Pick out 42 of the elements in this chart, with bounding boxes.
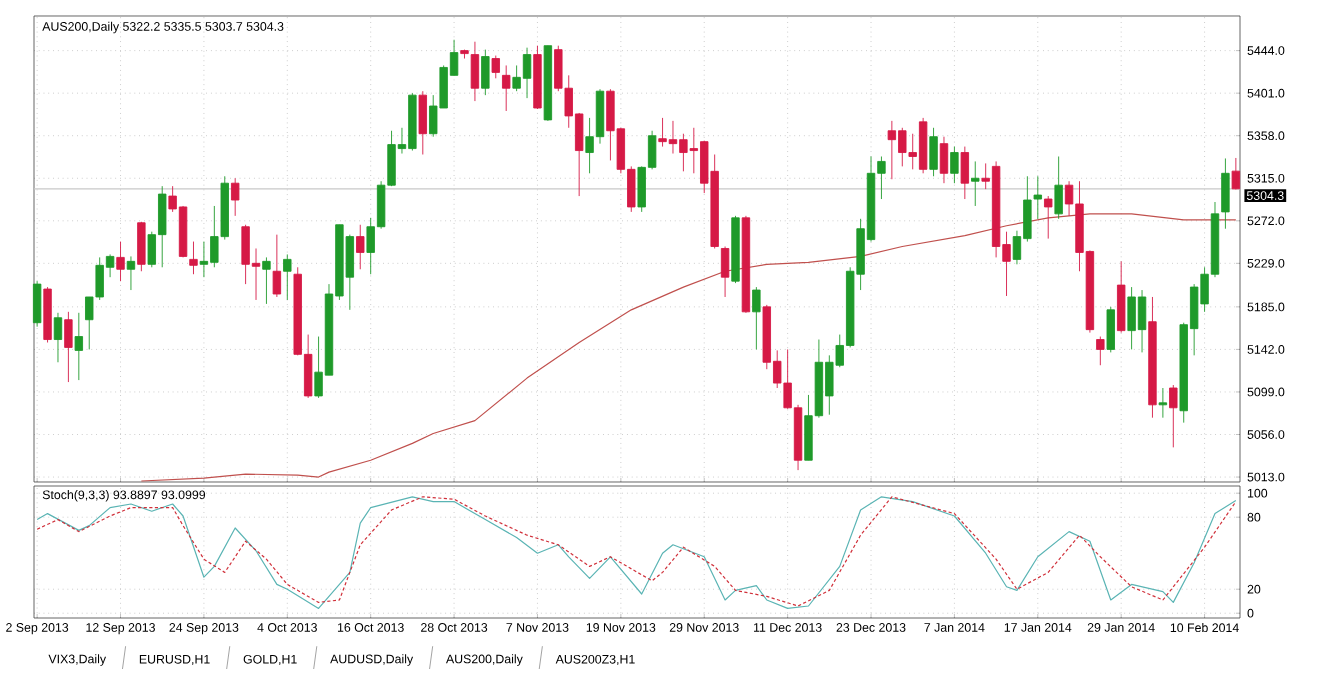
line-series: [140, 213, 1237, 482]
candlestick: [53, 312, 63, 363]
candlestick: [731, 215, 740, 284]
candlestick: [960, 146, 970, 200]
candlestick: [460, 49, 469, 59]
candlestick: [1231, 157, 1241, 190]
candlestick: [137, 221, 146, 272]
candlestick: [272, 234, 282, 298]
candlestick: [1158, 387, 1168, 419]
candlestick: [418, 90, 427, 155]
candlestick: [1044, 195, 1053, 240]
candlestick: [126, 255, 136, 291]
candlestick: [481, 49, 490, 96]
candlestick: [752, 286, 761, 350]
candlestick: [1106, 306, 1115, 353]
candlestick: [1096, 336, 1105, 366]
candlestick: [1054, 156, 1063, 220]
candlestick: [32, 280, 42, 328]
candlestick: [971, 160, 980, 207]
candlestick: [929, 127, 938, 177]
candlestick: [43, 286, 52, 343]
candlestick: [501, 65, 511, 112]
candlestick: [950, 146, 959, 184]
candlestick: [1148, 296, 1157, 419]
candlestick: [491, 55, 500, 79]
candlestick: [283, 253, 292, 301]
candlestick: [262, 256, 271, 305]
candlestick: [720, 246, 730, 298]
candlestick: [1221, 158, 1230, 230]
candlestick: [230, 177, 240, 217]
candlestick: [470, 41, 480, 102]
candlestick: [543, 45, 553, 122]
candlestick: [64, 311, 73, 383]
candlestick: [116, 241, 125, 282]
candlestick: [1169, 384, 1178, 448]
candlestick: [1116, 260, 1126, 334]
candlestick: [533, 45, 542, 110]
candlestick: [356, 224, 365, 270]
candlestick: [189, 241, 198, 275]
candlestick: [741, 215, 751, 314]
candlestick: [74, 312, 84, 381]
candlestick: [939, 136, 949, 184]
